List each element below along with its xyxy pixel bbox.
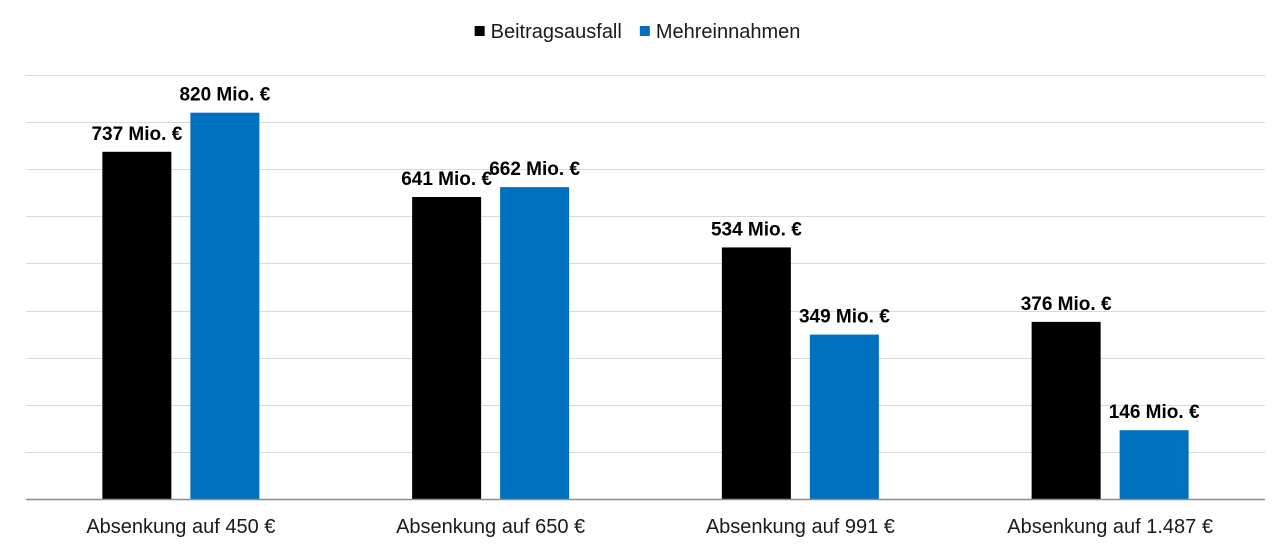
x-tick-label: Absenkung auf 650 € [396,516,585,538]
data-label: 146 Mio. € [1109,402,1200,423]
data-label: 662 Mio. € [489,159,580,180]
bars [102,112,1189,500]
bar-mehreinnahmen-2 [500,187,570,499]
bar-beitragsausfall-4 [1031,321,1101,499]
legend-label: Mehreinnahmen [656,21,801,43]
data-label: 737 Mio. € [91,124,182,145]
bar-beitragsausfall-1 [102,151,172,499]
legend-swatch [474,26,485,36]
bar-beitragsausfall-3 [721,247,791,499]
legend-swatch [639,26,650,36]
bar-mehreinnahmen-3 [809,334,879,499]
bar-mehreinnahmen-4 [1119,430,1189,499]
data-label: 376 Mio. € [1021,294,1112,315]
x-tick-label: Absenkung auf 450 € [86,516,275,538]
legend-label: Beitragsausfall [491,21,622,43]
data-label: 641 Mio. € [401,169,492,190]
x-tick-label: Absenkung auf 1.487 € [1007,516,1213,538]
x-axis-tick-labels: Absenkung auf 450 € Absenkung auf 650 € Ab… [86,516,1213,538]
data-label: 349 Mio. € [799,307,890,328]
legend: Beitragsausfall Mehreinnahmen [474,21,801,43]
bar-mehreinnahmen-1 [190,112,260,499]
data-labels: 737 Mio. € 820 Mio. € 641 Mio. €662 Mio. €… [91,85,1199,424]
x-tick-label: Absenkung auf 991 € [706,516,895,538]
data-label: 820 Mio. € [179,85,270,106]
bar-beitragsausfall-2 [412,197,482,500]
data-label: 534 Mio. € [711,219,802,240]
